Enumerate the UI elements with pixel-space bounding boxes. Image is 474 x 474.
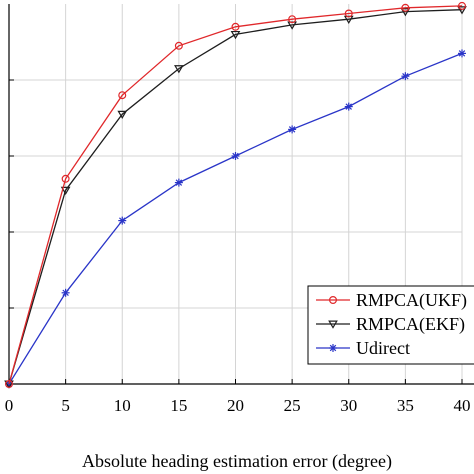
data-point-circle bbox=[118, 91, 127, 100]
data-point-triangle bbox=[400, 8, 411, 17]
x-axis-title: Absolute heading estimation error (degre… bbox=[82, 451, 392, 472]
data-point-circle bbox=[401, 3, 410, 12]
x-tick-label: 15 bbox=[170, 396, 187, 415]
data-point-asterisk bbox=[118, 216, 127, 225]
series-udirect bbox=[5, 49, 466, 388]
data-point-circle bbox=[61, 174, 70, 183]
legend-entry: Udirect bbox=[316, 338, 410, 358]
asterisk-stroke bbox=[62, 289, 69, 297]
data-point-asterisk bbox=[401, 72, 410, 81]
legend-entry: RMPCA(EKF) bbox=[316, 314, 465, 335]
data-point-triangle bbox=[230, 30, 241, 40]
x-tick-label: 10 bbox=[114, 396, 131, 415]
data-point-circle bbox=[288, 15, 297, 24]
series-rmpca-ukf bbox=[4, 1, 467, 389]
legend-label: RMPCA(UKF) bbox=[356, 290, 467, 311]
data-point-asterisk bbox=[231, 152, 240, 160]
asterisk-stroke bbox=[329, 344, 337, 352]
data-point-triangle bbox=[117, 110, 128, 119]
data-point-asterisk bbox=[344, 102, 353, 111]
data-point-circle bbox=[329, 296, 338, 305]
legend-entry: RMPCA(UKF) bbox=[316, 290, 467, 311]
data-point-circle bbox=[4, 380, 14, 389]
data-point-triangle bbox=[328, 320, 338, 329]
x-tick-label: 0 bbox=[5, 396, 14, 415]
data-point-triangle bbox=[457, 6, 467, 15]
x-tick-label: 40 bbox=[454, 396, 471, 415]
tick-labels: 0 5 10 15 20 25 30 35 40 bbox=[5, 396, 471, 415]
x-tick-label: 30 bbox=[340, 396, 357, 415]
asterisk-stroke bbox=[288, 126, 296, 133]
x-tick-label: 35 bbox=[397, 396, 414, 415]
asterisk-stroke bbox=[119, 217, 126, 224]
legend: RMPCA(UKF) RMPCA(EKF) Udirect bbox=[307, 285, 474, 365]
axes bbox=[8, 4, 474, 385]
legend-label: RMPCA(EKF) bbox=[356, 314, 465, 335]
x-tick-label: 5 bbox=[61, 396, 70, 415]
asterisk-stroke bbox=[402, 72, 409, 80]
data-point-asterisk bbox=[288, 125, 297, 134]
data-point-asterisk bbox=[329, 344, 337, 352]
series-line bbox=[8, 5, 463, 385]
data-point-asterisk bbox=[174, 178, 183, 187]
data-point-triangle bbox=[174, 65, 184, 74]
data-point-asterisk bbox=[61, 288, 70, 297]
legend-box bbox=[307, 285, 474, 365]
asterisk-stroke bbox=[458, 50, 466, 57]
series-group bbox=[4, 1, 467, 389]
asterisk-stroke bbox=[175, 179, 183, 186]
legend-label: Udirect bbox=[356, 338, 410, 358]
data-point-circle bbox=[344, 9, 353, 18]
series-line bbox=[8, 9, 463, 385]
x-tick-label: 20 bbox=[227, 396, 244, 415]
x-tick-label: 25 bbox=[284, 396, 301, 415]
data-point-circle bbox=[174, 41, 183, 50]
data-point-circle bbox=[231, 22, 240, 31]
data-point-triangle bbox=[60, 186, 71, 195]
data-point-circle bbox=[458, 1, 467, 10]
asterisk-stroke bbox=[345, 103, 352, 110]
asterisk-stroke bbox=[232, 152, 239, 160]
data-point-asterisk bbox=[458, 49, 466, 58]
